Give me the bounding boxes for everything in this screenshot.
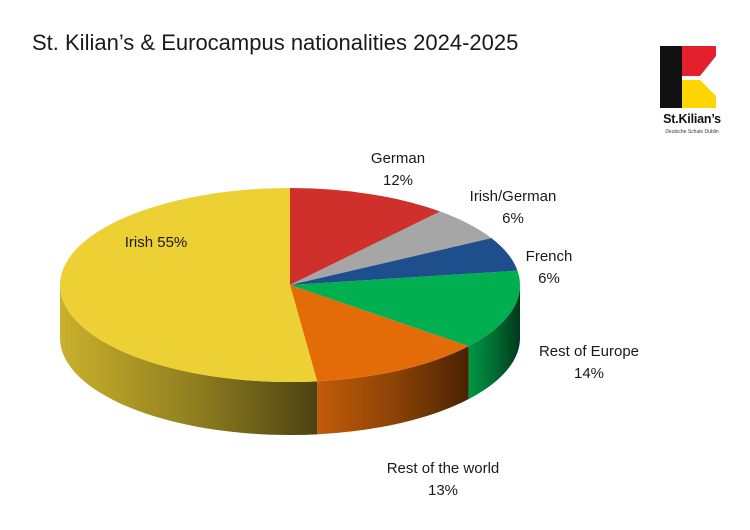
slice-label-irish-german: Irish/German 6% [469, 188, 557, 227]
pie-side-irish [60, 285, 318, 435]
school-logo-tagline: Deutsche Schule Dublin [665, 129, 719, 135]
pie-side-rest-of-the-world [317, 346, 469, 435]
slice-label-rest-of-the-world: Rest of the world 13% [386, 460, 500, 499]
slice-label-irish: Irish 55% [124, 234, 188, 251]
chart-title: St. Kilian’s & Eurocampus nationalities … [32, 30, 519, 55]
pie-slice-german [290, 188, 441, 285]
pie-side-rest-of-europe [468, 285, 520, 400]
pie-slice-irish [59, 188, 318, 382]
pie-slice-irish-german [290, 211, 492, 285]
pie-slice-rest-of-europe [290, 270, 520, 347]
pie-sides [60, 285, 520, 435]
slice-label-german: German 12% [370, 150, 426, 189]
school-logo-mark-icon [660, 46, 716, 108]
pie-slice-french [290, 238, 518, 285]
slice-label-rest-of-europe: Rest of Europe 14% [538, 343, 640, 382]
pie-slice-rest-of-the-world [290, 285, 469, 382]
school-logo-name: St.Kilian’s [663, 112, 721, 126]
pie-slices [59, 188, 520, 382]
slice-label-french: French 6% [525, 248, 573, 287]
school-logo: St.Kilian’s Deutsche Schule Dublin [652, 46, 732, 146]
